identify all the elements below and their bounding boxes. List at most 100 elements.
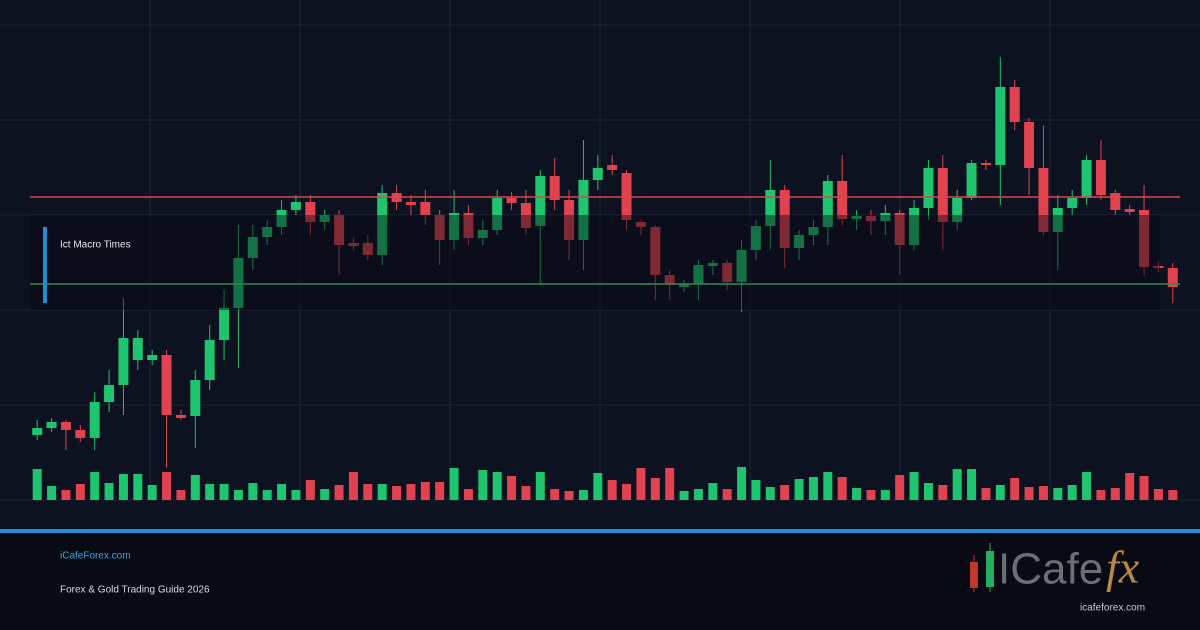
candle-body [161,355,172,415]
candle-body [909,208,920,245]
volume-bar [751,480,761,500]
candle-body [1081,160,1092,198]
candle-body [1167,268,1178,287]
volume-bar [622,484,632,500]
volume-bar [75,484,85,500]
volume-bar [1096,490,1106,500]
volume-bar [435,482,445,500]
site-link[interactable]: iCafeForex.com [60,551,131,562]
candle-body [334,215,345,245]
candle-body [549,176,560,200]
candle-body [362,243,373,255]
volume-bar [765,487,775,500]
volume-bar [1010,478,1020,500]
volume-bar [492,472,502,500]
volume-bar [938,485,948,500]
candle-body [937,168,948,222]
volume-bar [104,483,114,500]
volume-bar [852,488,862,500]
candle-body [1153,266,1164,268]
volume-bar [1110,488,1120,500]
volume-bar [650,478,660,500]
candle-body [995,87,1006,165]
volume-bar [895,475,905,500]
volume-bar [837,477,847,500]
volume-bar [593,473,603,500]
volume-bar [880,490,890,500]
volume-bar [679,491,689,500]
candle-body [966,163,977,198]
volume-bar [794,479,804,500]
candle-body [477,230,488,238]
annotation-marker [43,227,47,303]
volume-bar [636,468,646,500]
volume-bar [1024,487,1034,500]
candle-body [118,338,129,385]
candle-body [405,202,416,205]
candle-body [147,355,158,360]
volume-bar [363,484,373,500]
volume-bar [449,468,459,500]
volume-bar [808,477,818,500]
candle-body [980,163,991,165]
tagline: Forex & Gold Trading Guide 2026 [60,585,210,596]
candle-body [32,428,43,435]
candle-body [319,215,330,222]
volume-bar [190,475,200,500]
candle-body [60,422,71,430]
volume-bar [507,476,517,500]
candle-body [175,415,186,418]
candle-body [1009,87,1020,122]
volume-bar [722,489,732,500]
candle-body [865,216,876,221]
candle-body [449,213,460,240]
candle-body [1139,210,1150,267]
volume-bar [277,484,287,500]
candle-body [233,258,244,308]
candle-body [1095,160,1106,195]
volume-bar [463,489,473,500]
volume-bar [219,484,229,500]
plot [30,57,1180,500]
volume-bar [348,472,358,500]
candle-body [492,198,503,230]
volume-bar [262,490,272,500]
candle-body [46,422,57,428]
candle-body [750,226,761,250]
candle-body [607,165,618,170]
volume-bar [176,490,186,500]
candle-body [880,213,891,221]
volume-bar [737,467,747,500]
volume-bar [1038,486,1048,500]
volume-bar [909,472,919,500]
volume-bar [1168,490,1178,500]
volume-bar [693,489,703,500]
volume-bar [535,472,545,500]
candle-body [794,235,805,248]
candle-body [132,338,143,360]
candle-body [520,203,531,228]
volume-bar [952,469,962,500]
candle-body [1038,168,1049,232]
volume-bar [1139,476,1149,500]
candle-body [104,385,115,402]
logo-url[interactable]: icafeforex.com [1080,603,1145,614]
volume-bar [47,486,57,500]
candle-body [262,227,273,237]
candle-body [894,213,905,245]
volume-bar [61,490,71,500]
volume-bar [866,490,876,500]
candle-body [822,181,833,227]
volume-bar [478,470,488,500]
volume-bar [162,472,172,500]
candle-body [592,168,603,180]
candle-body [1067,198,1078,208]
volume-bar [823,472,833,500]
candle-body [679,284,690,287]
volume-bar [780,485,790,500]
volume-bar [205,484,215,500]
volume-bar [1082,472,1092,500]
divider [0,529,1200,533]
